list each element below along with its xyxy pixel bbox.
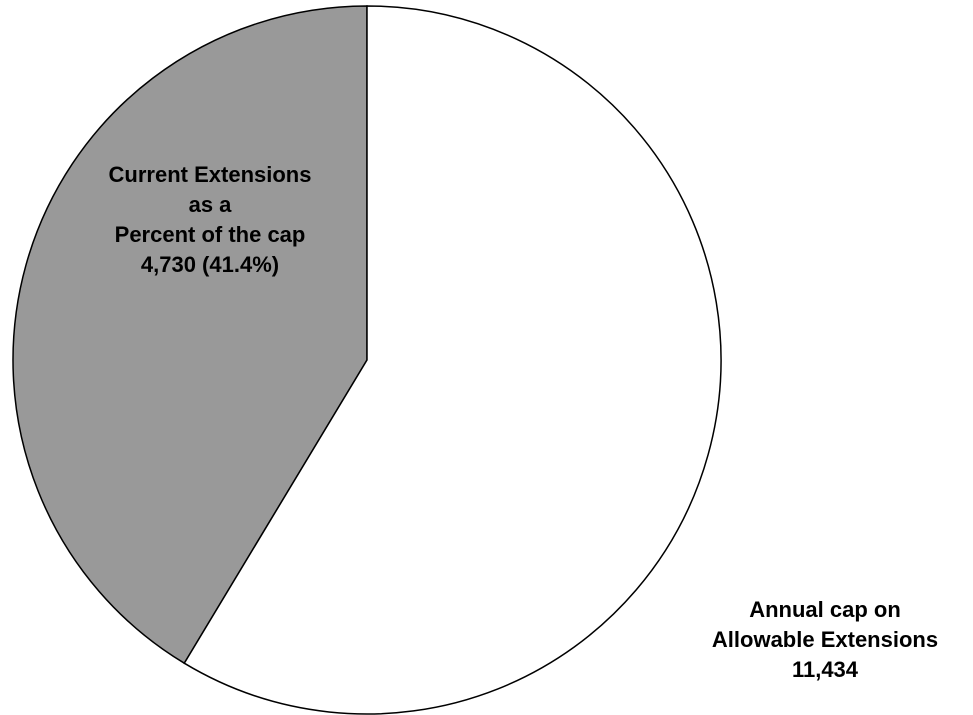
cap-label-value: 11,434 xyxy=(791,657,859,682)
slice-label-current-extensions: Current Extensions as a Percent of the c… xyxy=(60,160,360,280)
slice-label-value: 4,730 (41.4%) xyxy=(140,252,280,277)
cap-label-line: Allowable Extensions xyxy=(711,627,939,652)
pie-slice-remaining xyxy=(183,5,722,715)
pie-slice-current xyxy=(12,5,368,665)
slice-label-annual-cap: Annual cap on Allowable Extensions 11,43… xyxy=(680,595,970,685)
cap-label-line: Annual cap on xyxy=(749,597,901,622)
slice-label-line: Current Extensions xyxy=(108,162,312,187)
slice-label-line: Percent of the cap xyxy=(114,222,306,247)
slice-label-line: as a xyxy=(188,192,232,217)
